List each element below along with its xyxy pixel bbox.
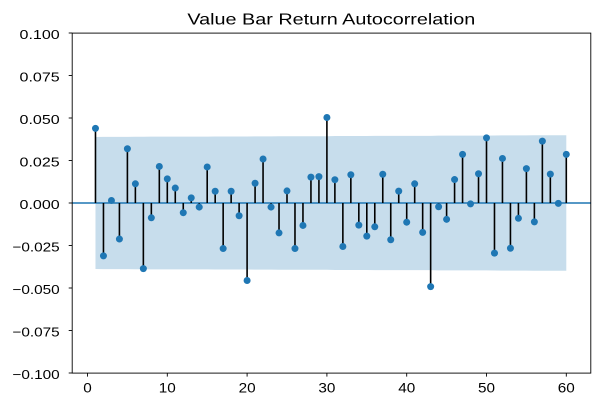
svg-text:60: 60 — [558, 381, 575, 396]
svg-text:50: 50 — [478, 381, 495, 396]
svg-text:30: 30 — [318, 381, 335, 396]
svg-text:10: 10 — [159, 381, 176, 396]
svg-text:0.050: 0.050 — [20, 113, 60, 127]
svg-text:0.000: 0.000 — [20, 198, 60, 212]
svg-text:Value Bar Return Autocorrelati: Value Bar Return Autocorrelation — [187, 11, 475, 28]
svg-text:0.025: 0.025 — [20, 156, 60, 170]
svg-text:−0.025: −0.025 — [12, 240, 59, 255]
svg-text:0: 0 — [83, 381, 92, 396]
svg-text:−0.100: −0.100 — [12, 368, 59, 383]
svg-text:−0.075: −0.075 — [12, 325, 59, 340]
svg-text:−0.050: −0.050 — [12, 283, 59, 298]
svg-text:0.075: 0.075 — [20, 71, 60, 85]
svg-text:40: 40 — [398, 381, 415, 396]
svg-text:0.100: 0.100 — [20, 28, 60, 42]
svg-text:20: 20 — [239, 381, 256, 396]
